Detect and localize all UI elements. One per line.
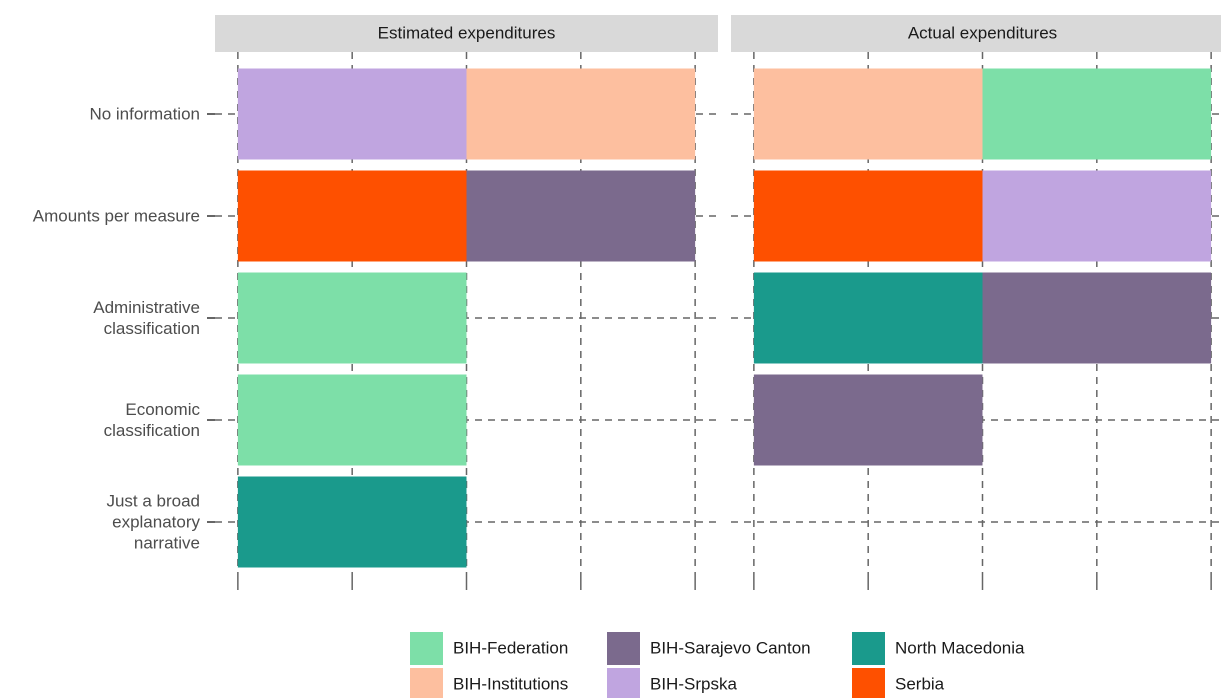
legend-label: Serbia [895, 674, 945, 693]
facet-strip [215, 15, 718, 52]
bar-segment [466, 68, 696, 160]
bar-segment [982, 170, 1212, 262]
legend-label: BIH-Institutions [453, 674, 568, 693]
y-tick-label: Amounts per measure [32, 206, 200, 226]
bar-segment [753, 68, 983, 160]
facet-title: Actual expenditures [908, 23, 1057, 42]
bar-segment [466, 170, 696, 262]
bar-segment [237, 374, 467, 466]
legend-label: BIH-Srpska [650, 674, 737, 693]
y-tick-label: Economic classification [103, 400, 200, 440]
bar-segment [753, 272, 983, 364]
legend-swatch [410, 632, 443, 665]
legend-swatch [852, 668, 885, 698]
bar-segment [982, 272, 1212, 364]
legend-swatch [607, 632, 640, 665]
facet-title: Estimated expenditures [378, 23, 556, 42]
legend-swatch [410, 668, 443, 698]
bar-segment [237, 476, 467, 568]
y-tick-label: No information [89, 104, 200, 124]
bar-segment [753, 374, 983, 466]
y-tick-label: Just a broad explanatory narrative [106, 491, 200, 553]
facet-strip [731, 15, 1221, 52]
legend-swatch [852, 632, 885, 665]
bar-segment [982, 68, 1212, 160]
y-tick-label: Administrative classification [93, 298, 200, 338]
legend-label: BIH-Federation [453, 638, 568, 657]
bar-segment [237, 68, 467, 160]
bar-segment [237, 170, 467, 262]
legend-label: North Macedonia [895, 638, 1025, 657]
legend-swatch [607, 668, 640, 698]
legend-label: BIH-Sarajevo Canton [650, 638, 811, 657]
bar-segment [753, 170, 983, 262]
bar-segment [237, 272, 467, 364]
